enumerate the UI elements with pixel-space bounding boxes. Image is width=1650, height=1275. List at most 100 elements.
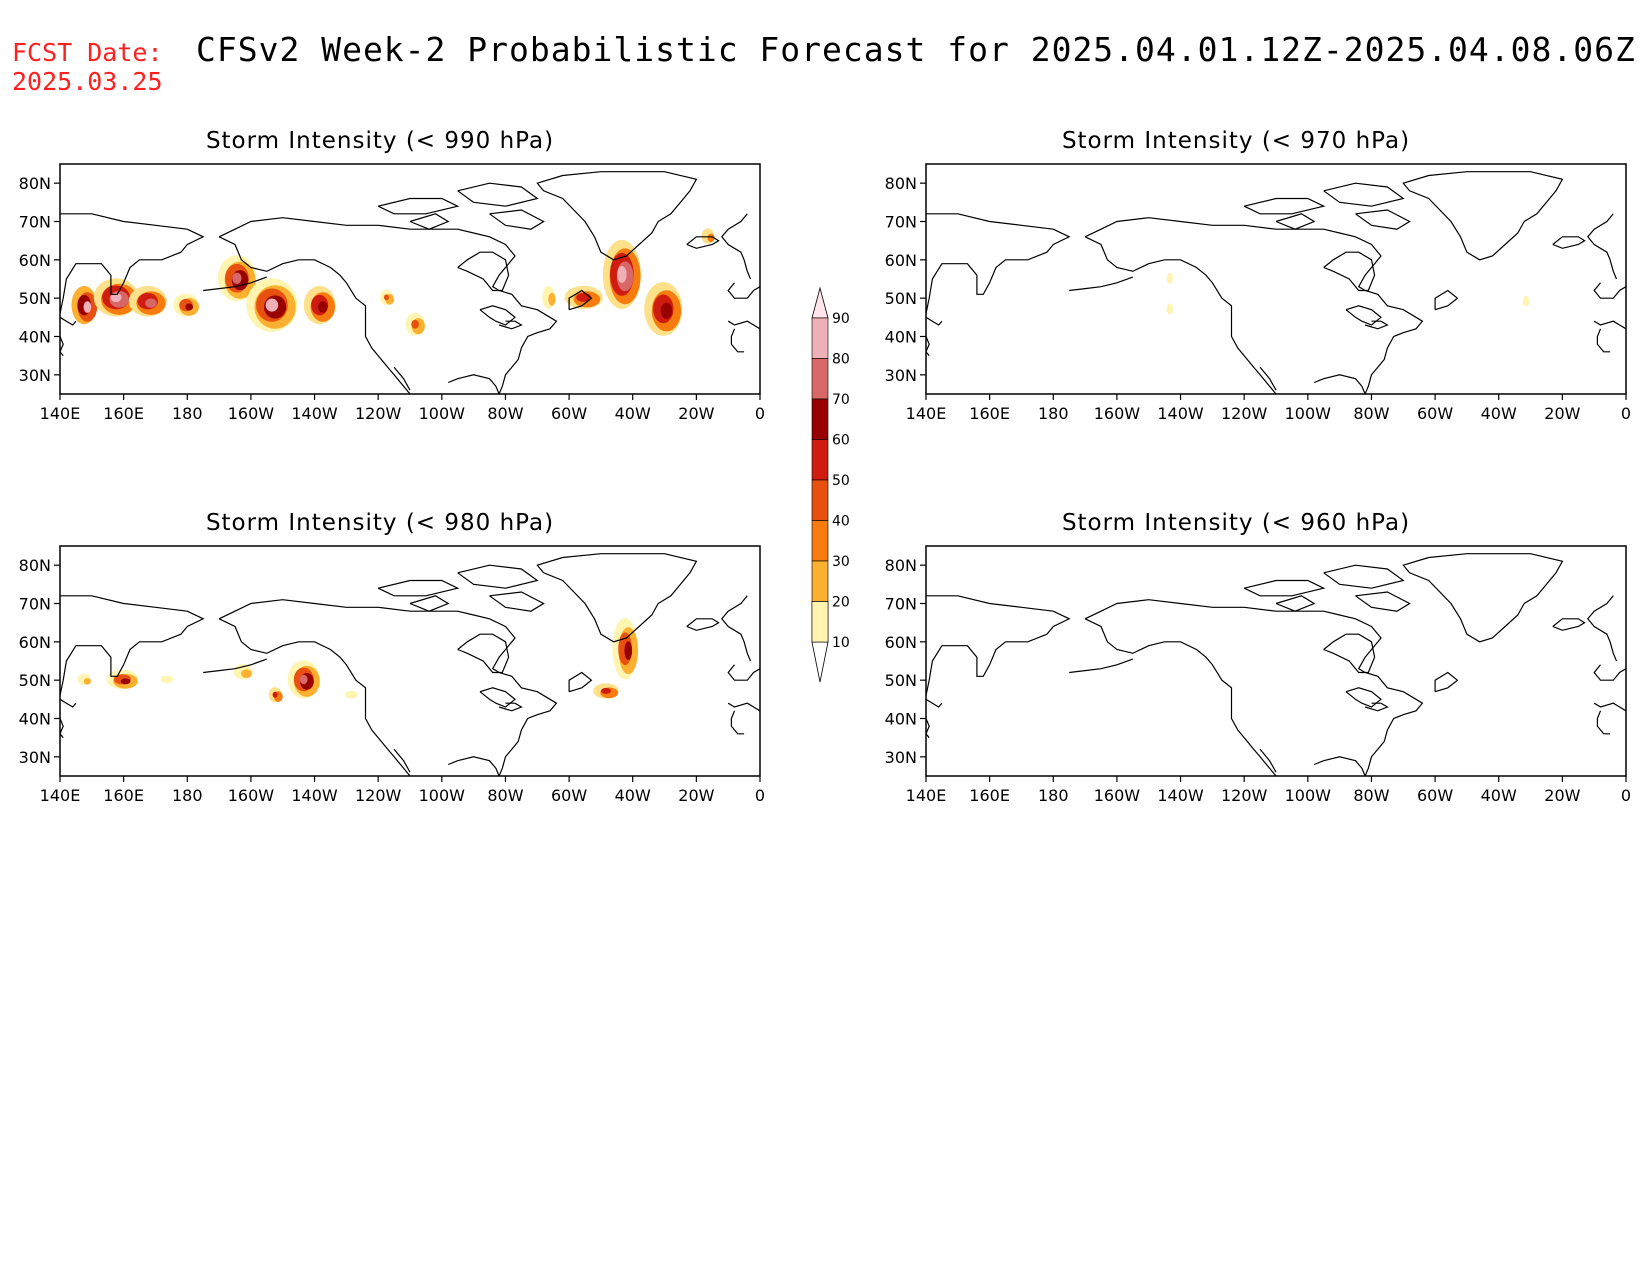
forecast-date-block: FCST Date: 2025.03.25 <box>12 38 163 96</box>
coastline <box>926 336 930 357</box>
coastline <box>218 236 411 394</box>
lat-label: 30N <box>885 366 917 385</box>
coastline <box>1084 618 1277 776</box>
map-980: 80N 70N 60N 50N 40N 30N 140E 160E 180 160W 140W 120… <box>19 545 765 805</box>
lon-label: 160W <box>228 404 275 423</box>
probability-area <box>265 298 279 312</box>
coastline <box>1323 251 1376 292</box>
panel-980: Storm Intensity (< 980 hPa) 80N 70N 60N 50N… <box>0 510 800 870</box>
probability-area <box>707 233 715 243</box>
colorbar-label: 20 <box>832 595 850 611</box>
lon-label: 120W <box>1221 404 1268 423</box>
colorbar-label: 10 <box>832 635 850 651</box>
main-title: CFSv2 Week-2 Probabilistic Forecast for … <box>196 30 1636 69</box>
coastline <box>730 710 745 735</box>
coastline <box>727 282 760 299</box>
probability-area <box>383 294 389 301</box>
map-990: 80N 70N 60N 50N 40N 30N 140E 160E 180 160W 140W 120… <box>19 163 765 423</box>
probability-area <box>83 678 91 685</box>
map-frame <box>925 545 1627 777</box>
probability-area <box>185 303 194 311</box>
lat-label: 80N <box>885 174 917 193</box>
coastline <box>1084 217 1424 394</box>
probability-area <box>624 641 633 660</box>
coastline <box>60 718 64 739</box>
probability-area <box>160 675 174 684</box>
lat-label: 60N <box>885 251 917 270</box>
coastline <box>1355 591 1411 612</box>
lat-label: 30N <box>885 748 917 767</box>
coastline <box>60 698 77 708</box>
coastline <box>1084 599 1424 776</box>
panel-title-980: Storm Intensity (< 980 hPa) <box>205 510 555 536</box>
forecast-date-label: FCST Date: <box>12 38 163 67</box>
coastline <box>60 336 64 357</box>
coastline <box>568 289 593 311</box>
probability-area <box>345 690 358 699</box>
lon-label: 40W <box>615 786 651 805</box>
lon-label: 80W <box>1353 404 1389 423</box>
lat-label: 40N <box>885 328 917 347</box>
lon-label: 180 <box>1038 404 1069 423</box>
lon-label: 80W <box>487 404 523 423</box>
coastline <box>447 756 500 776</box>
lon-label: 100W <box>419 404 466 423</box>
coastline <box>1275 595 1316 612</box>
coastline <box>1355 209 1411 230</box>
colorbar-label: 60 <box>832 433 850 449</box>
probability-area <box>272 691 278 698</box>
coastline <box>409 213 450 230</box>
lon-label: 180 <box>1038 786 1069 805</box>
colorbar-bin <box>811 317 829 359</box>
lon-label: 100W <box>1285 404 1332 423</box>
coastline <box>1552 236 1586 249</box>
coastline <box>1069 276 1134 292</box>
lat-label: 60N <box>885 633 917 652</box>
lat-label: 60N <box>19 251 51 270</box>
coastline <box>1364 702 1389 712</box>
lat-label: 50N <box>19 671 51 690</box>
coastline <box>1259 748 1277 773</box>
coastline <box>1243 579 1326 597</box>
probability-area <box>110 292 122 303</box>
coastline <box>536 553 698 643</box>
lon-label: 80W <box>487 786 523 805</box>
colorbar-top-triangle <box>811 286 829 319</box>
lon-label: 120W <box>355 404 402 423</box>
coastline <box>1593 664 1626 681</box>
coastline <box>1434 671 1459 693</box>
probability-area <box>600 687 612 694</box>
coastline <box>1587 595 1618 662</box>
coastline <box>1069 658 1134 674</box>
coastline <box>1243 197 1326 215</box>
probability-area <box>318 301 328 313</box>
coastline <box>1275 213 1316 230</box>
coastline <box>727 664 760 681</box>
lon-label: 160E <box>103 404 144 423</box>
lon-label: 20W <box>1544 404 1580 423</box>
coastline <box>489 209 545 230</box>
lon-label: 40W <box>1481 786 1517 805</box>
colorbar-label: 30 <box>832 554 850 570</box>
colorbar-label: 80 <box>832 352 850 368</box>
lon-label: 140W <box>291 404 338 423</box>
coastline <box>1552 618 1586 631</box>
coastline <box>1323 633 1376 674</box>
lon-label: 100W <box>419 786 466 805</box>
panel-title-970: Storm Intensity (< 970 hPa) <box>1061 128 1411 154</box>
lon-label: 140E <box>40 786 81 805</box>
colorbar-label: 40 <box>832 514 850 530</box>
coastline <box>60 213 205 314</box>
panel-title-990: Storm Intensity (< 990 hPa) <box>205 128 555 154</box>
coastline <box>1313 756 1366 776</box>
map-frame <box>59 163 761 395</box>
map-frame <box>925 163 1627 395</box>
coastline <box>730 328 745 353</box>
lon-label: 160W <box>1094 404 1141 423</box>
panel-960: Storm Intensity (< 960 hPa) 80N 70N 60N 50N… <box>866 510 1650 870</box>
probability-area <box>232 272 242 284</box>
coastline <box>1593 320 1626 330</box>
lon-label: 20W <box>1544 786 1580 805</box>
coastline <box>447 374 500 394</box>
colorbar-label: 70 <box>832 392 850 408</box>
